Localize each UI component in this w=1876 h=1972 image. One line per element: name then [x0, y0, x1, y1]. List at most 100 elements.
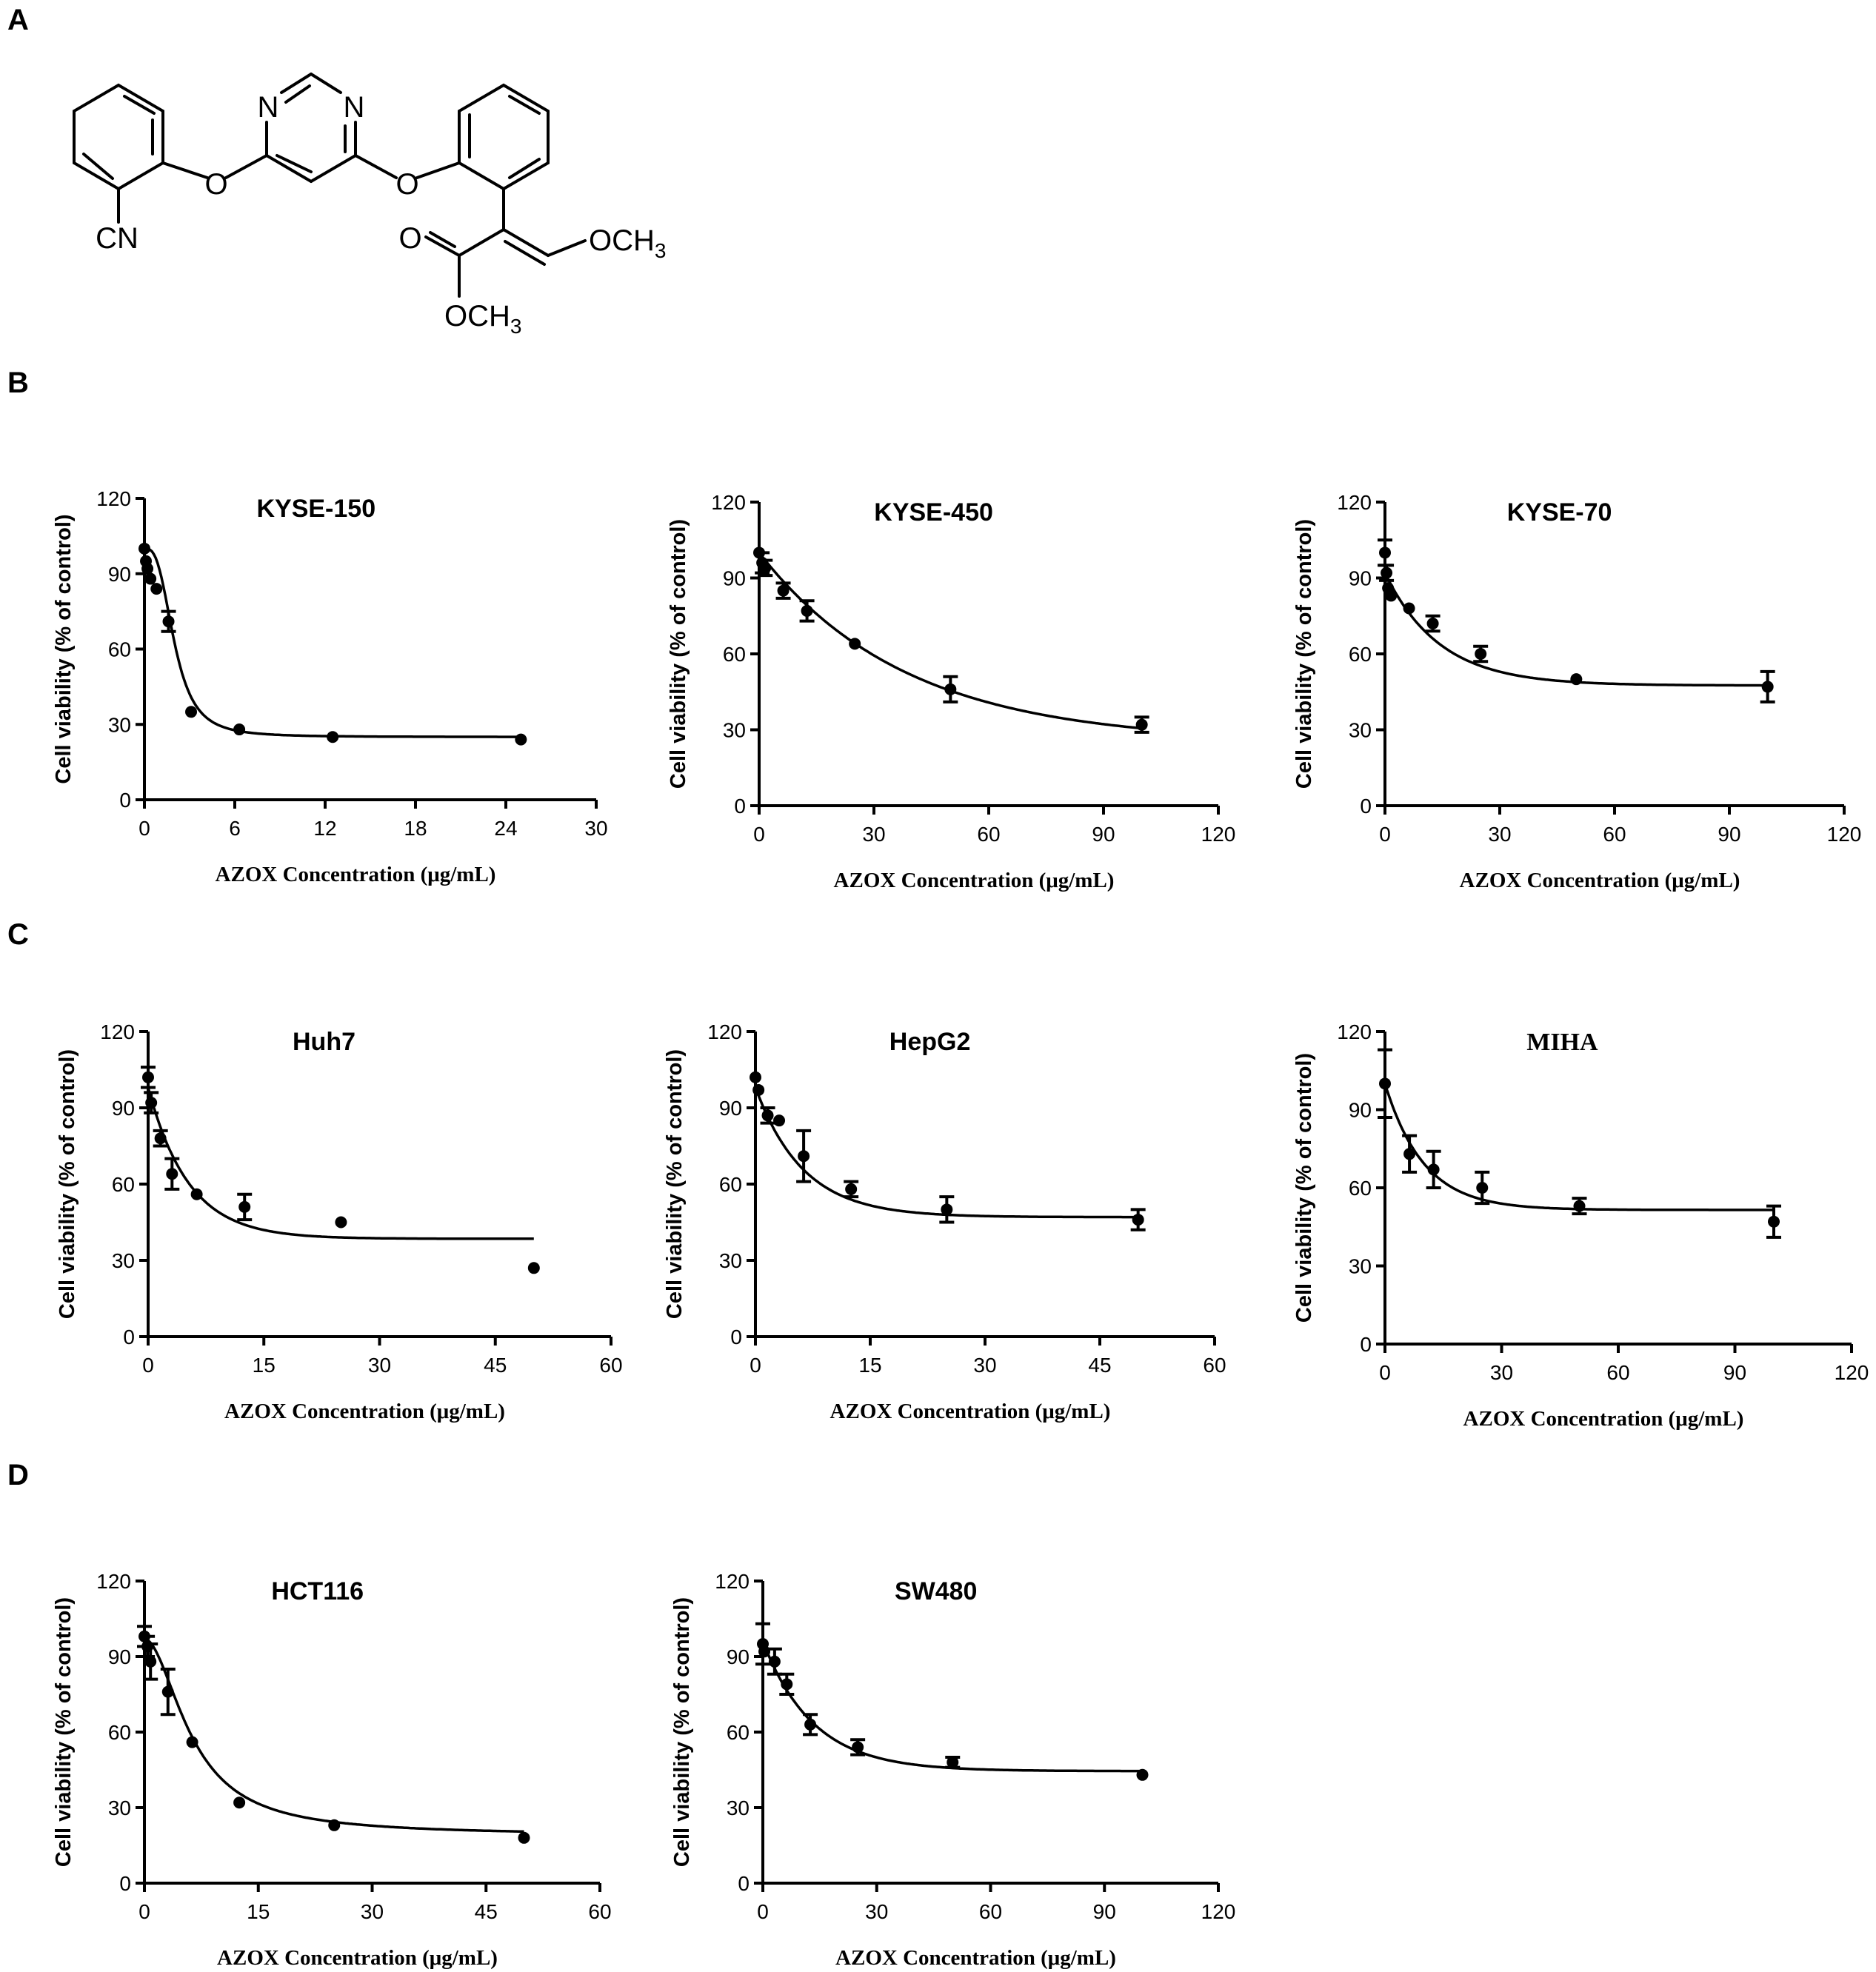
x-axis-label: AZOX Concentration (μg/mL)	[216, 863, 496, 886]
data-point	[141, 562, 154, 575]
data-point	[150, 583, 163, 595]
y-tick-label: 30	[108, 1796, 131, 1819]
cn-group-label: CN	[96, 222, 138, 255]
right-benzene-ring	[458, 83, 550, 191]
alkene-double-bond	[504, 240, 546, 266]
fit-curve	[1383, 1083, 1774, 1211]
data-point	[944, 683, 957, 695]
y-axis-label: Cell viability (% of control)	[663, 1049, 687, 1319]
data-point	[327, 731, 339, 743]
panel-label-b: B	[7, 367, 29, 399]
chart-title: MIHA	[1526, 1029, 1598, 1056]
x-tick-label: 30	[368, 1354, 391, 1377]
chart-0: 0 30 60 90 120 0 6 12 18 24 30 KYSE-150 AZOX Concent…	[52, 487, 608, 886]
y-tick-label: 30	[1349, 1255, 1372, 1278]
ether-oxygen-1: O	[204, 168, 227, 201]
fit-curve	[144, 1637, 524, 1834]
y-tick-label: 60	[108, 638, 131, 661]
x-tick-label: 60	[1203, 1354, 1226, 1377]
pyrimidine-nitrogen-2: N	[344, 91, 365, 124]
carbonyl-bond-2	[429, 231, 456, 248]
x-tick-label: 30	[1490, 1361, 1513, 1384]
data-point	[1379, 1077, 1391, 1090]
data-point	[518, 1831, 530, 1844]
data-point	[1379, 547, 1391, 559]
x-tick-label: 12	[313, 817, 336, 840]
x-axis-label: AZOX Concentration (μg/mL)	[830, 1400, 1111, 1423]
axes	[754, 1032, 1215, 1338]
data-point	[1385, 589, 1398, 602]
y-tick-label: 30	[723, 719, 746, 742]
data-point	[162, 615, 175, 628]
x-tick-label: 0	[138, 817, 150, 840]
carbonyl-oxygen: O	[398, 222, 421, 255]
chart-title: KYSE-70	[1507, 498, 1612, 527]
data-point	[142, 1071, 154, 1083]
y-tick-label: 60	[727, 1721, 750, 1744]
ester-bond	[458, 228, 505, 257]
chart-4: 0 30 60 90 120 0 15 30 45 60 HepG2 AZOX Concentrati…	[663, 1020, 1226, 1423]
fit-curve	[1383, 572, 1768, 687]
x-tick-label: 90	[1718, 823, 1740, 846]
y-tick-label: 90	[1349, 567, 1372, 590]
chart-7: 0 30 60 90 120 0 30 60 90 120 SW480 AZOX Concentrat…	[670, 1570, 1235, 1970]
ether-oxygen-2: O	[395, 168, 418, 201]
data-point	[144, 1655, 157, 1668]
data-point	[138, 542, 150, 555]
y-tick-label: 0	[738, 1872, 750, 1895]
data-point	[750, 1071, 761, 1083]
x-tick-label: 60	[977, 823, 1000, 846]
y-tick-label: 120	[96, 487, 131, 510]
y-axis-label: Cell viability (% of control)	[1292, 519, 1316, 789]
x-tick-label: 60	[1603, 823, 1626, 846]
y-tick-label: 90	[723, 567, 746, 590]
x-tick-label: 0	[1379, 823, 1391, 846]
chart-1: 0 30 60 90 120 0 30 60 90 120 KYSE-450 AZOX Concent…	[667, 491, 1235, 892]
chart-title: HepG2	[889, 1028, 971, 1056]
x-tick-label: 90	[1723, 1361, 1746, 1384]
fit-curve	[147, 1087, 534, 1240]
y-tick-label: 0	[1360, 1333, 1372, 1356]
panel-label-d: D	[7, 1459, 29, 1491]
charts-container: 0 30 60 90 120 0 6 12 18 24 30 KYSE-150 AZOX Concent…	[52, 487, 1869, 1970]
data-point	[527, 1262, 540, 1274]
y-tick-label: 120	[1337, 491, 1372, 514]
x-tick-label: 30	[584, 817, 607, 840]
chart-3: 0 30 60 90 120 0 15 30 45 60 Huh7 AZOX Concentratio…	[56, 1020, 623, 1423]
axes	[147, 1032, 611, 1338]
data-point	[1476, 1182, 1489, 1194]
x-tick-label: 30	[865, 1900, 888, 1923]
fit-curve	[144, 547, 521, 738]
data-point	[801, 604, 813, 617]
alkene-bond	[502, 228, 550, 257]
x-tick-label: 60	[1606, 1361, 1629, 1384]
x-tick-label: 120	[1201, 823, 1236, 846]
x-tick-label: 0	[757, 1900, 769, 1923]
x-axis-label: AZOX Concentration (μg/mL)	[1460, 869, 1740, 892]
x-tick-label: 0	[753, 823, 765, 846]
y-tick-label: 60	[112, 1173, 135, 1196]
chart-title: KYSE-150	[256, 495, 375, 523]
data-point	[145, 1097, 158, 1109]
y-tick-label: 120	[715, 1570, 750, 1593]
chart-title: SW480	[895, 1577, 978, 1605]
methoxy-bond	[547, 239, 587, 257]
data-point	[1135, 718, 1148, 731]
data-point	[773, 1114, 786, 1127]
left-benzene-ring	[73, 83, 164, 191]
data-point	[849, 638, 861, 650]
data-point	[781, 1678, 793, 1691]
data-point	[1403, 1148, 1416, 1160]
data-point	[761, 1109, 774, 1122]
x-tick-label: 120	[1827, 823, 1862, 846]
data-point	[1136, 1768, 1149, 1781]
y-tick-label: 120	[707, 1020, 742, 1043]
data-point	[1427, 1163, 1440, 1176]
x-axis-label: AZOX Concentration (μg/mL)	[835, 1946, 1116, 1970]
pyrimidine-nitrogen-1: N	[258, 91, 279, 124]
y-tick-label: 0	[119, 789, 131, 812]
carbonyl-bond-1	[424, 235, 461, 257]
panel-label-a: A	[7, 4, 29, 36]
data-point	[1381, 566, 1393, 579]
x-tick-label: 0	[138, 1900, 150, 1923]
